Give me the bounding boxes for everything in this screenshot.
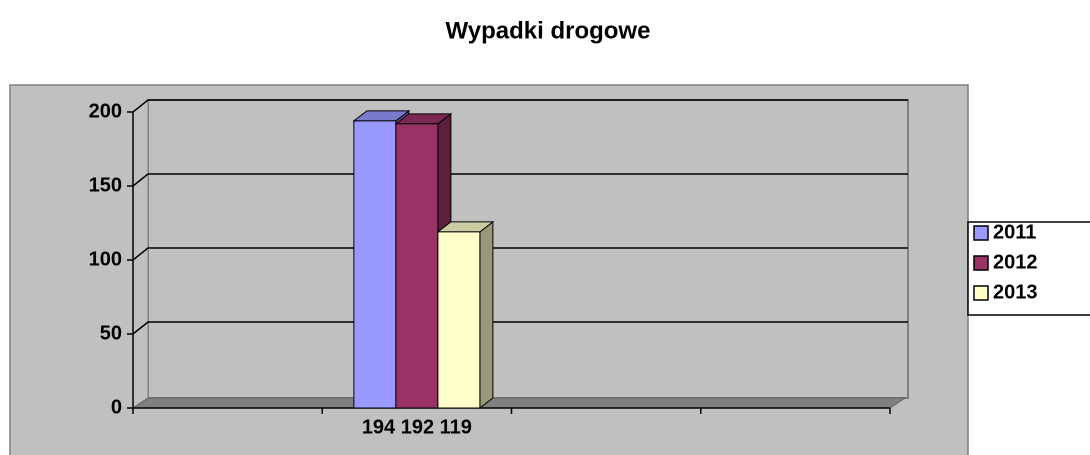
bar [437, 231, 481, 409]
y-tick-label: 100 [89, 248, 122, 270]
grid-line [132, 247, 908, 261]
bar-side [479, 220, 494, 410]
y-tick-label: 50 [100, 322, 122, 344]
grid-line [132, 173, 908, 187]
back-wall [147, 99, 909, 399]
grid-line [132, 321, 908, 335]
legend-swatch [973, 285, 989, 301]
y-tick-label: 150 [89, 174, 122, 196]
y-tick-label: 0 [111, 396, 122, 418]
chart-title: Wypadki drogowe [446, 17, 651, 44]
legend-label: 2012 [993, 251, 1038, 273]
legend-swatch [973, 225, 989, 241]
legend-swatch [973, 255, 989, 271]
bar [353, 120, 397, 409]
legend-label: 2013 [993, 281, 1038, 303]
legend-label: 2011 [993, 221, 1036, 243]
grid-line [132, 99, 908, 113]
x-tick-label: 194 192 119 [362, 416, 472, 438]
y-tick-label: 200 [89, 100, 122, 122]
floor [131, 397, 907, 409]
bar [395, 123, 439, 409]
